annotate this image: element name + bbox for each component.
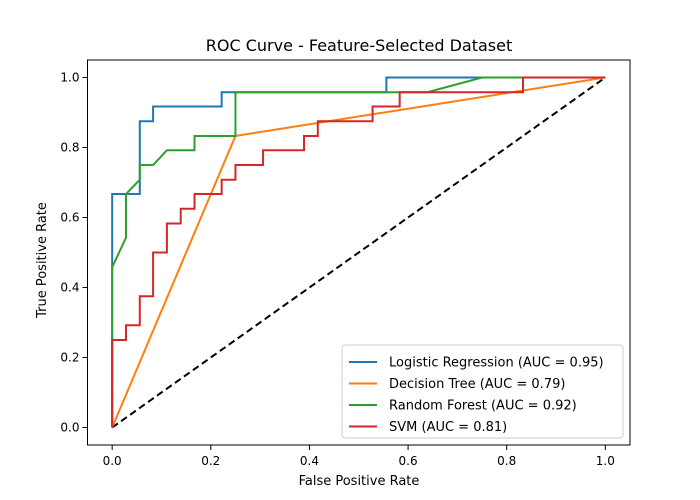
y-tick-label: 0.6 (60, 211, 79, 225)
x-tick-label: 0.0 (103, 454, 122, 468)
x-tick-label: 0.8 (497, 454, 516, 468)
y-tick-label: 1.0 (60, 71, 79, 85)
series-line-random-forest (111, 76, 606, 428)
plot-frame (87, 59, 631, 446)
reference-diagonal-line (111, 76, 606, 429)
y-tick-label: 0.4 (60, 281, 79, 295)
chart-title: ROC Curve - Feature-Selected Dataset (206, 36, 512, 55)
x-axis-label: False Positive Rate (299, 474, 420, 489)
legend-label-decision-tree: Decision Tree (AUC = 0.79) (389, 377, 565, 392)
x-tick-label: 0.6 (399, 454, 418, 468)
y-tick-label: 0.8 (60, 141, 79, 155)
y-tick-label: 0.2 (60, 351, 79, 365)
y-axis-label: True Positive Rate (35, 202, 50, 319)
x-tick-label: 1.0 (596, 454, 615, 468)
y-tick-label: 0.0 (60, 421, 79, 435)
series-line-svm (111, 76, 606, 428)
x-tick-label: 0.2 (201, 454, 220, 468)
x-tick-label: 0.4 (300, 454, 319, 468)
legend: Logistic Regression (AUC = 0.95) Decision… (341, 344, 624, 439)
series-line-logistic-regression (111, 76, 606, 428)
axes: 0.0 0.2 0.4 0.6 0.8 1.0 0.0 0.2 0.4 0.6 0.8 1.0 (60, 59, 631, 468)
plot-area (111, 76, 606, 429)
legend-label-random-forest: Random Forest (AUC = 0.92) (389, 399, 577, 414)
legend-label-logistic-regression: Logistic Regression (AUC = 0.95) (389, 356, 604, 371)
legend-box (341, 344, 624, 439)
legend-label-svm: SVM (AUC = 0.81) (389, 420, 507, 435)
